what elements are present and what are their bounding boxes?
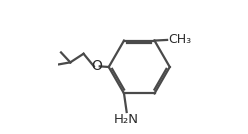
Text: O: O <box>91 59 102 73</box>
Text: CH₃: CH₃ <box>168 33 191 46</box>
Text: H₂N: H₂N <box>114 113 138 126</box>
